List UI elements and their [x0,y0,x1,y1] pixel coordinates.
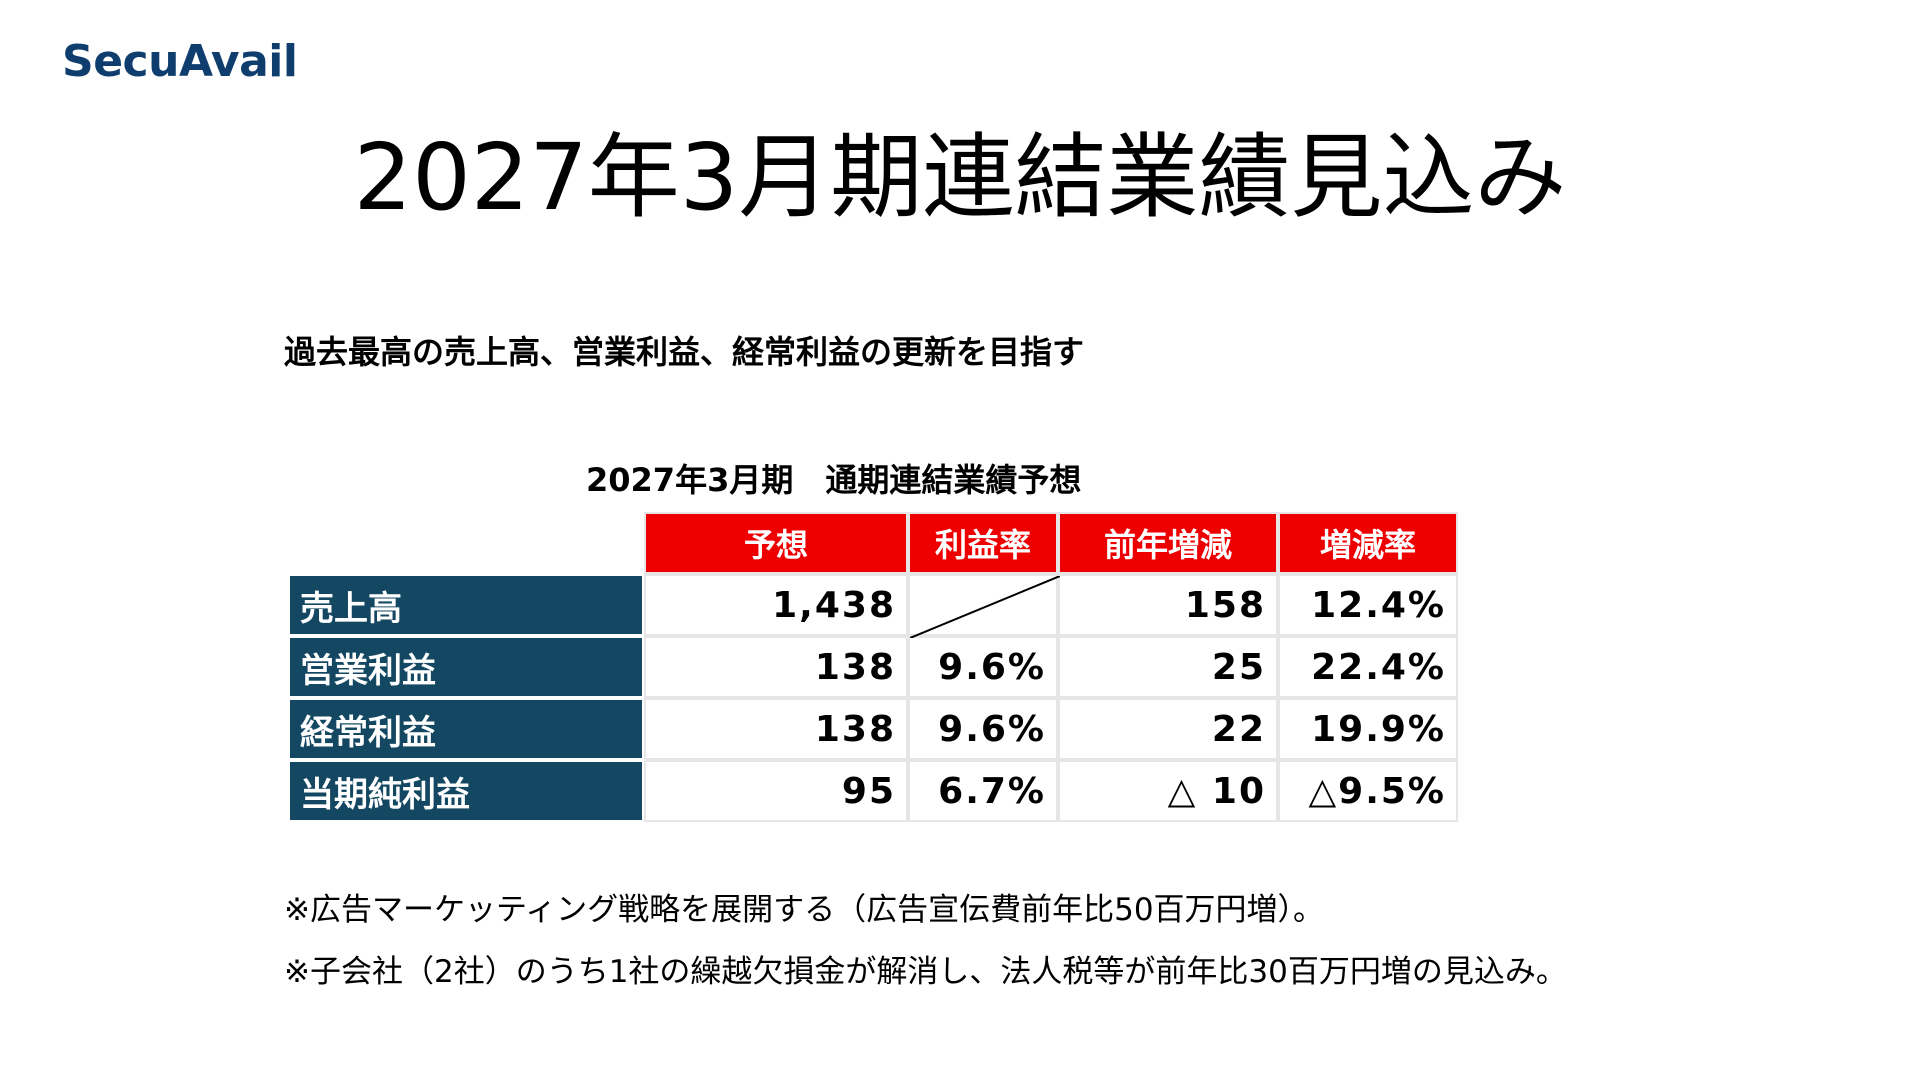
forecast-value: 1,438 [644,574,908,636]
table-corner [288,512,644,574]
margin-value: 9.6% [908,636,1058,698]
table-row: 経常利益 138 9.6% 22 19.9% [288,698,1458,760]
forecast-value: 138 [644,636,908,698]
diff-value: 158 [1058,574,1278,636]
table-caption: 2027年3月期 通期連結業績予想 [586,461,1082,499]
table-header-row: 予想 利益率 前年増減 増減率 [288,512,1458,574]
rate-value: 22.4% [1278,636,1458,698]
rate-value: △9.5% [1278,760,1458,822]
margin-value: 6.7% [908,760,1058,822]
rate-value: 19.9% [1278,698,1458,760]
forecast-table: 予想 利益率 前年増減 増減率 売上高 1,438 158 12.4% 営業利益 [288,512,1458,822]
subtitle: 過去最高の売上高、営業利益、経常利益の更新を目指す [284,333,1085,371]
diagonal-slash [910,576,1060,638]
margin-empty-cell [908,574,1060,638]
margin-value: 9.6% [908,698,1058,760]
diff-value: 22 [1058,698,1278,760]
forecast-value: 95 [644,760,908,822]
column-header-margin: 利益率 [908,512,1058,574]
forecast-value: 138 [644,698,908,760]
column-header-forecast: 予想 [644,512,908,574]
table-row: 営業利益 138 9.6% 25 22.4% [288,636,1458,698]
row-label: 営業利益 [288,636,644,698]
diff-value: 25 [1058,636,1278,698]
column-header-diff: 前年増減 [1058,512,1278,574]
footnote: ※広告マーケッティング戦略を展開する（広告宣伝費前年比50百万円増）。 [284,892,1325,928]
table-row: 当期純利益 95 6.7% △ 10 △9.5% [288,760,1458,822]
row-label: 当期純利益 [288,760,644,822]
column-header-rate: 増減率 [1278,512,1458,574]
footnote: ※子会社（2社）のうち1社の繰越欠損金が解消し、法人税等が前年比30百万円増の見… [284,954,1567,990]
company-logo: SecuAvail [62,36,298,87]
rate-value: 12.4% [1278,574,1458,636]
row-label: 売上高 [288,574,644,636]
table-row: 売上高 1,438 158 12.4% [288,574,1458,638]
diff-value: △ 10 [1058,760,1278,822]
page-title: 2027年3月期連結業績見込み [353,124,1567,231]
row-label: 経常利益 [288,698,644,760]
